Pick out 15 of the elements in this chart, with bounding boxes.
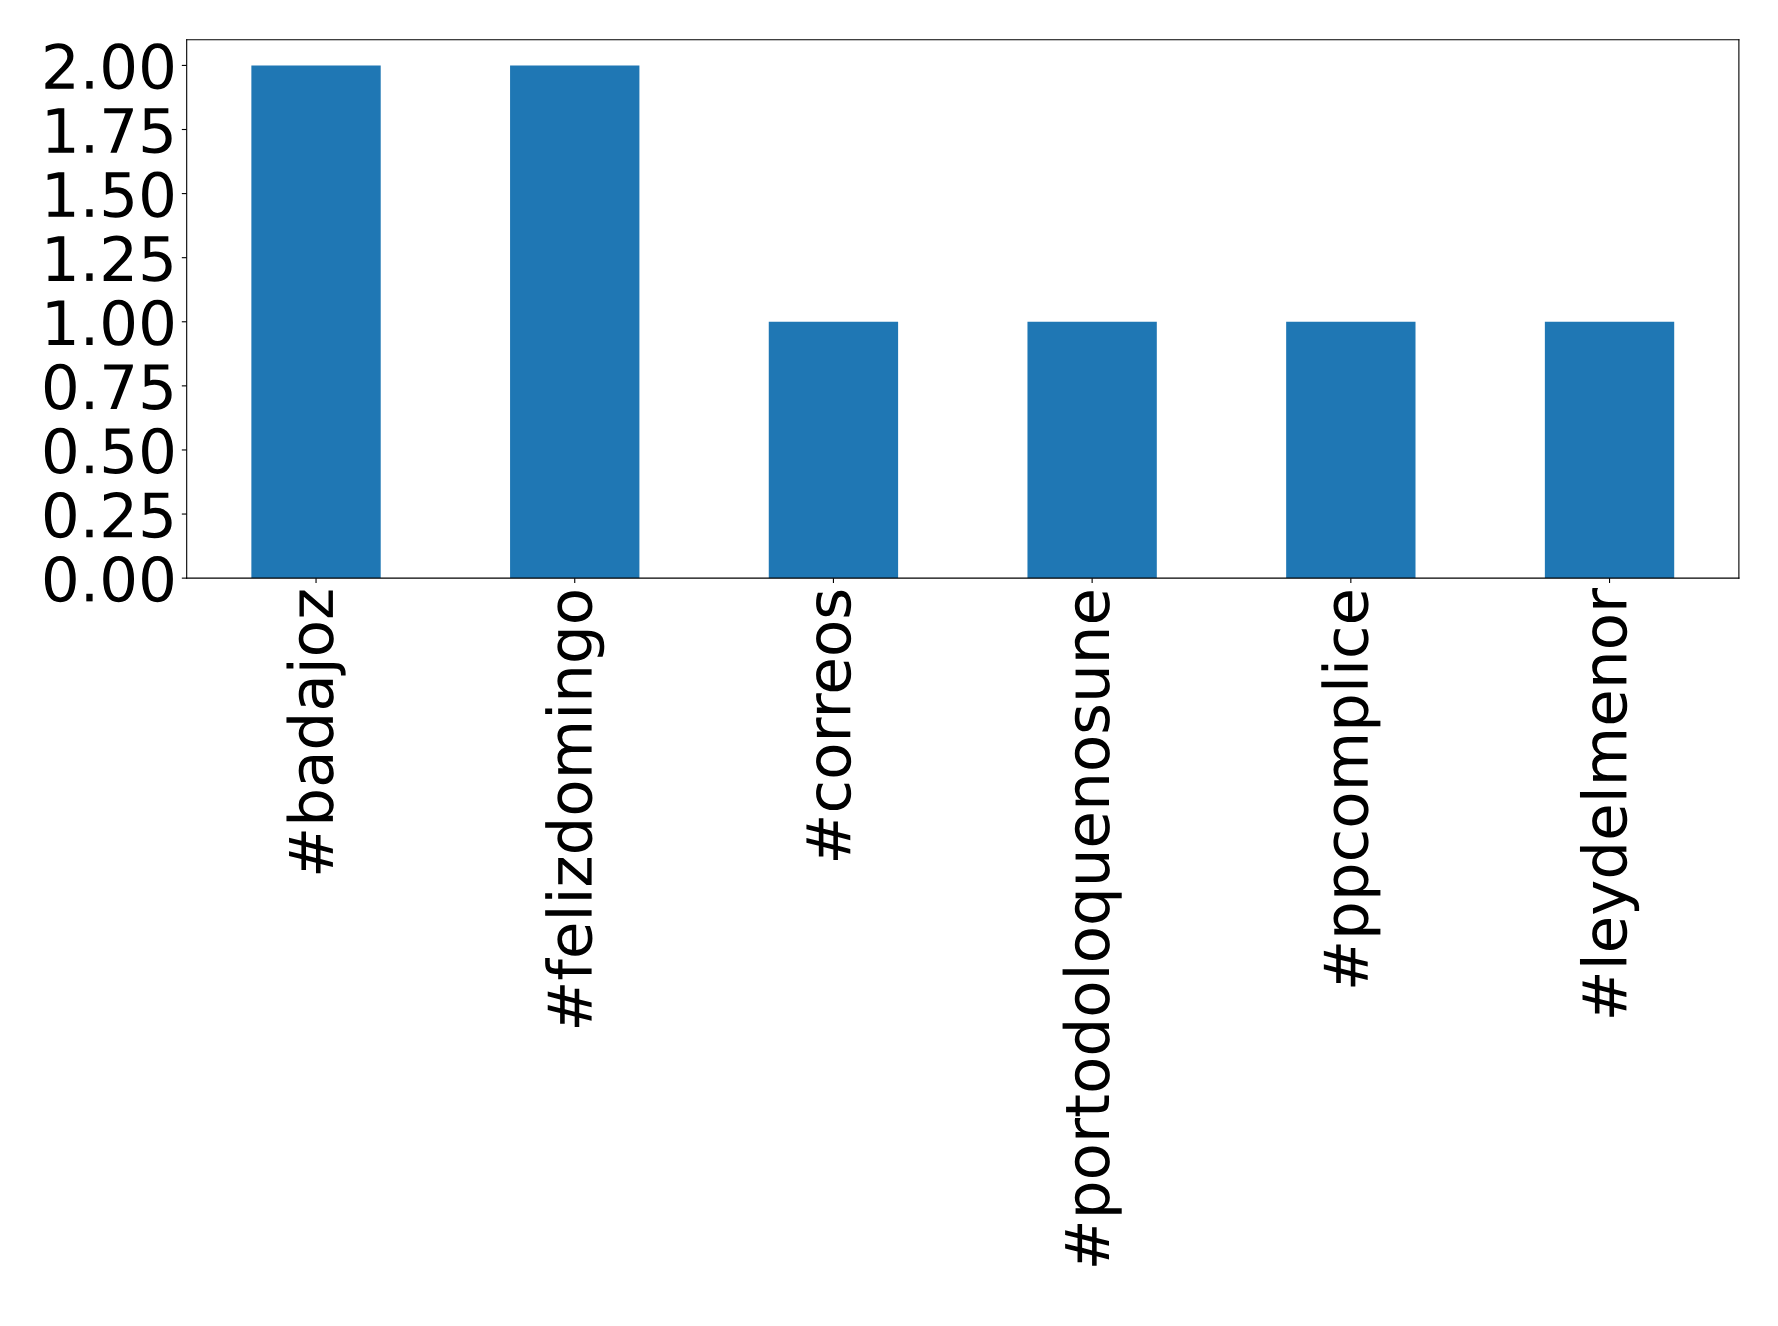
y-tick-label: 0.25 [44,491,172,539]
y-tick-label: 1.50 [47,171,173,218]
x-tick-label: #correos [806,590,852,860]
y-tick-label: 0.50 [44,427,173,475]
y-tick-label: 0.75 [44,363,172,410]
y-tick-label: 1.00 [47,299,173,346]
y-tick-label: 0.00 [44,556,173,603]
y-tick-label: 1.75 [47,108,172,154]
y-tick-label: 1.25 [47,235,172,282]
x-tick-label: #badajoz [286,590,346,874]
x-tick-label: #portodoloquenosune [1062,591,1122,1266]
x-tick-label: #felizdomingo [545,591,605,1028]
x-tick-label: #ppcomplice [1321,591,1381,987]
x-tick-label: #leydelmenor [1579,587,1640,1017]
y-tick-label: 2.00 [45,43,173,90]
